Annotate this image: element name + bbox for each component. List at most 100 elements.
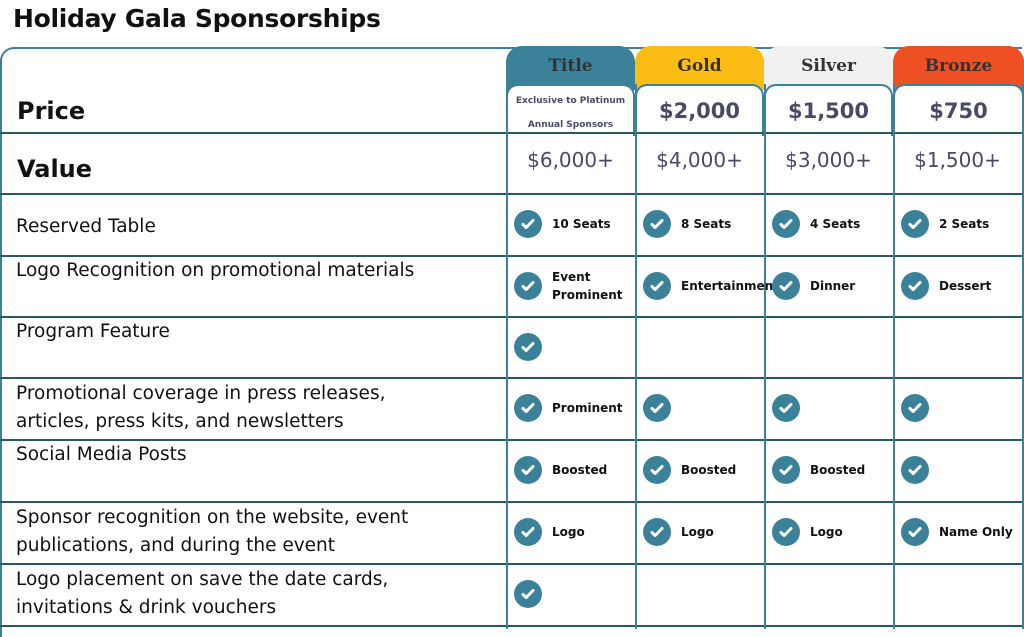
feature-label: Social Media Posts (16, 441, 187, 469)
benefit-text-line: 2 Seats (939, 217, 990, 231)
tier-price-gold: $2,000 (635, 84, 764, 136)
column-divider (893, 84, 895, 629)
benefit-cell: Logo (772, 501, 843, 563)
feature-label: Promotional coverage in press releases, a… (16, 380, 385, 436)
benefit-cell: Dessert (901, 255, 991, 316)
checkmark-icon (643, 210, 671, 238)
benefit-text: Logo (681, 523, 714, 541)
checkmark-icon (514, 271, 542, 300)
feature-label-line: Logo placement on save the date cards, (16, 569, 389, 590)
row-divider (0, 563, 1024, 565)
benefit-cell: Dinner (772, 255, 855, 316)
benefit-text: 8 Seats (681, 215, 731, 233)
checkmark-icon (772, 518, 800, 546)
benefit-text: Prominent (552, 399, 623, 417)
benefit-text-line: Boosted (810, 463, 866, 477)
benefit-cell (514, 316, 542, 377)
benefit-cell (643, 377, 671, 439)
benefit-text-line: Dessert (939, 278, 992, 293)
benefit-cell: Logo (514, 501, 585, 563)
benefit-text: Logo (810, 523, 843, 541)
benefit-cell: Name Only (901, 501, 1013, 563)
benefit-cell: 2 Seats (901, 193, 989, 255)
feature-label-line: Program Feature (16, 321, 170, 342)
checkmark-icon (901, 271, 929, 300)
checkmark-icon (514, 580, 542, 608)
checkmark-icon (901, 518, 929, 546)
benefit-text-line: Boosted (681, 463, 737, 477)
benefit-text: Boosted (681, 461, 736, 479)
exclusive-note: Exclusive to Platinum (515, 96, 626, 106)
benefit-text-line: Logo (552, 525, 585, 539)
checkmark-icon (643, 456, 671, 484)
checkmark-icon (643, 394, 671, 422)
checkmark-icon (901, 210, 929, 238)
checkmark-icon (514, 210, 542, 238)
feature-label-line: Promotional coverage in press releases, (16, 383, 386, 404)
sponsorship-table (0, 47, 1022, 637)
feature-label-line: Reserved Table (16, 216, 156, 237)
checkmark-icon (772, 456, 800, 484)
benefit-cell: 10 Seats (514, 193, 611, 255)
benefit-cell (772, 377, 800, 439)
feature-label-line: articles, press kits, and newsletters (16, 411, 344, 432)
benefit-text: 2 Seats (939, 215, 989, 233)
benefit-cell: Prominent (514, 377, 623, 439)
column-divider (635, 84, 637, 629)
tier-value: $6,000+ (527, 148, 614, 172)
tier-price-bronze: $750 (893, 84, 1024, 136)
checkmark-icon (901, 394, 929, 422)
benefit-cell (901, 377, 929, 439)
feature-label: Sponsor recognition on the website, even… (16, 504, 408, 560)
feature-label-line: Social Media Posts (16, 444, 187, 465)
checkmark-icon (643, 271, 671, 300)
value-label: Value (17, 155, 93, 183)
benefit-text-line: 4 Seats (810, 217, 861, 231)
benefit-text: Boosted (810, 461, 865, 479)
feature-label: Program Feature (16, 318, 170, 346)
checkmark-icon (772, 394, 800, 422)
tier-header-title: Title (506, 46, 635, 90)
benefit-cell: 4 Seats (772, 193, 860, 255)
checkmark-icon (514, 518, 542, 546)
tier-value: $1,500+ (914, 148, 1001, 172)
benefit-text-line: 10 Seats (552, 217, 611, 231)
benefit-text-line: Entertainment (681, 278, 779, 293)
tier-price-silver: $1,500 (764, 84, 893, 136)
price-text: $2,000 (658, 99, 741, 123)
benefit-text: Boosted (552, 461, 607, 479)
benefit-cell: Boosted (514, 439, 607, 501)
benefit-text-line: Dinner (810, 278, 856, 293)
exclusive-note: Annual Sponsors (527, 120, 614, 130)
benefit-text: 10 Seats (552, 215, 611, 233)
tier-header-gold: Gold (635, 46, 764, 90)
benefit-text-line: Prominent (552, 287, 623, 302)
checkmark-icon (514, 394, 542, 422)
checkmark-icon (643, 518, 671, 546)
benefit-text: Logo (552, 523, 585, 541)
tier-header-bronze: Bronze (893, 46, 1024, 90)
checkmark-icon (514, 456, 542, 484)
benefit-text-line: Event (552, 269, 591, 284)
benefit-text-line: Logo (810, 525, 843, 539)
benefit-cell: Logo (643, 501, 714, 563)
checkmark-icon (772, 210, 800, 238)
benefit-text-line: Boosted (552, 463, 608, 477)
benefit-text-line: 8 Seats (681, 217, 732, 231)
checkmark-icon (901, 456, 929, 484)
benefit-text: Event Prominent (552, 268, 623, 304)
checkmark-icon (772, 271, 800, 300)
feature-label: Logo Recognition on promotional material… (16, 257, 414, 285)
benefit-text: Dinner (810, 277, 855, 295)
feature-label-line: Logo Recognition on promotional material… (16, 260, 415, 281)
benefit-cell (901, 439, 929, 501)
benefit-cell (514, 563, 542, 625)
feature-label-line: Sponsor recognition on the website, even… (16, 507, 409, 528)
column-divider (1022, 84, 1024, 629)
benefit-text-line: Logo (681, 525, 714, 539)
feature-label: Reserved Table (16, 213, 156, 241)
feature-label-line: publications, and during the event (16, 535, 336, 556)
tier-price-title: Exclusive to Platinum Annual Sponsors (506, 84, 635, 136)
row-divider (0, 255, 1024, 257)
column-divider (764, 84, 766, 629)
